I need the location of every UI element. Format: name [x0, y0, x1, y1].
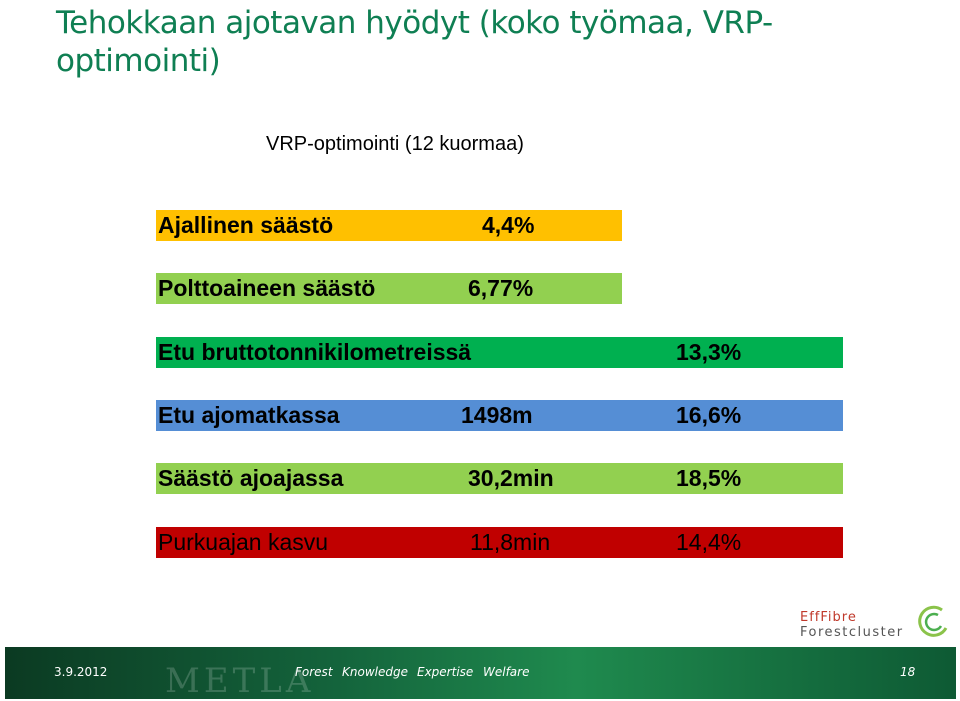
result-row-unloading-time: Purkuajan kasvu 11,8min 14,4%: [156, 527, 843, 558]
slide-subtitle: VRP-optimointi (12 kuormaa): [266, 133, 524, 155]
result-row-driving-distance: Etu ajomatkassa 1498m 16,6%: [156, 400, 843, 431]
result-row-gross-tonne-km: Etu bruttotonnikilometreissä 13,3%: [156, 337, 843, 368]
swirl-icon: [918, 605, 948, 637]
footer-word-knowledge: Knowledge: [342, 665, 408, 679]
footer-word-welfare: Welfare: [483, 665, 530, 679]
row-value: 11,8min: [470, 529, 551, 555]
efffibre-forestcluster-logo: EffFibre Forestcluster: [800, 605, 950, 640]
row-percent: 16,6%: [676, 402, 742, 428]
logo-line-2: Forestcluster: [800, 625, 904, 640]
row-value: 30,2min: [468, 465, 554, 491]
row-percent: 4,4%: [482, 212, 535, 238]
row-percent: 14,4%: [676, 529, 742, 555]
row-label: Etu ajomatkassa: [158, 402, 340, 428]
row-value: 1498m: [461, 402, 533, 428]
footer-date: 3.9.2012: [54, 665, 108, 679]
row-label: Purkuajan kasvu: [158, 529, 329, 555]
slide-title: Tehokkaan ajotavan hyödyt (koko työmaa, …: [56, 5, 773, 79]
row-percent: 6,77%: [468, 275, 534, 301]
row-label: Etu bruttotonnikilometreissä: [158, 339, 472, 365]
row-percent: 18,5%: [676, 465, 742, 491]
result-row-driving-time: Säästö ajoajassa 30,2min 18,5%: [156, 463, 843, 494]
footer-word-expertise: Expertise: [417, 665, 474, 679]
row-percent: 13,3%: [676, 339, 742, 365]
footer-word-forest: Forest: [295, 665, 333, 679]
metla-logo: METLA: [165, 661, 315, 701]
logo-line-1: EffFibre: [800, 610, 857, 625]
result-row-fuel-saving: Polttoaineen säästö 6,77%: [156, 273, 622, 304]
row-label: Ajallinen säästö: [158, 212, 334, 238]
row-label: Polttoaineen säästö: [158, 275, 376, 301]
row-label: Säästö ajoajassa: [158, 465, 344, 491]
slide-footer: METLA 3.9.2012 Forest Knowledge Expertis…: [5, 647, 956, 701]
page-number: 18: [900, 665, 916, 679]
result-row-time-saving: Ajallinen säästö 4,4%: [156, 210, 622, 241]
